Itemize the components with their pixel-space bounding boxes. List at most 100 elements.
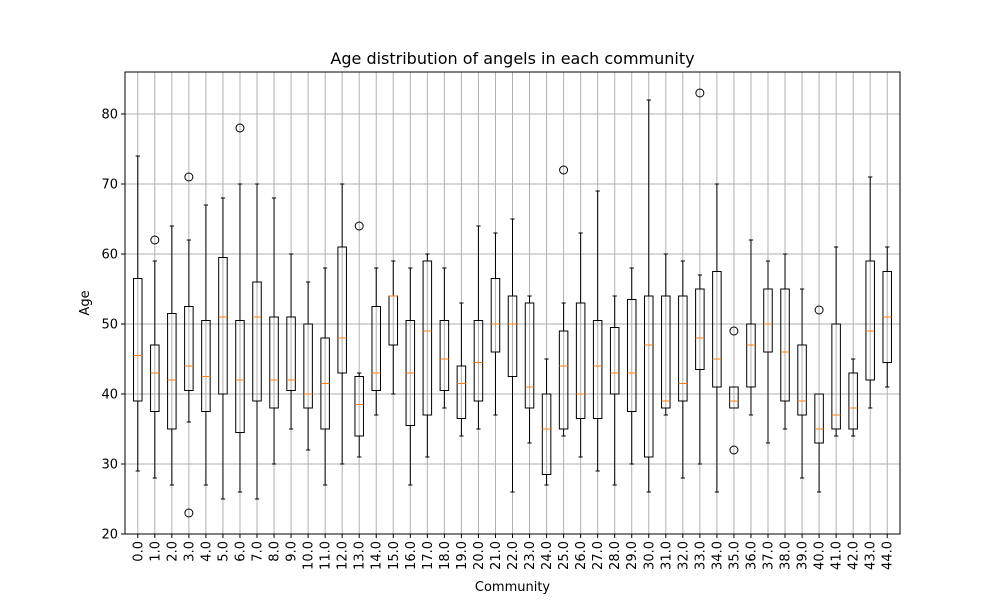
x-tick-label: 12.0 [336,541,351,570]
outlier-point [814,305,824,315]
box-iqr [354,376,364,437]
box-iqr [184,306,194,391]
box-group [133,155,143,472]
y-tick-label: 70 [101,178,118,193]
box-iqr [218,257,228,395]
box-group [763,260,773,444]
y-tick-label: 20 [101,528,118,543]
box-group [609,295,620,486]
x-tick-label: 40.0 [813,541,828,570]
box-group [524,295,535,444]
x-tick-label: 10.0 [302,541,317,570]
box-iqr [592,320,603,419]
x-tick-label: 25.0 [557,541,572,570]
box-iqr [609,327,620,395]
x-tick-label: 39.0 [796,541,811,570]
outlier-point [354,221,364,231]
box-iqr [797,344,807,416]
box-group [746,239,756,416]
x-tick-label: 4.0 [199,541,214,562]
box-iqr [729,386,739,409]
box-group [780,253,790,430]
box-iqr [167,313,177,430]
chart-title: Age distribution of angels in each commu… [330,49,694,68]
box-group [354,221,364,458]
box-iqr [524,302,535,409]
box-iqr [507,295,518,377]
x-tick-label: 11.0 [319,541,334,570]
box-iqr [286,316,296,391]
x-tick-label: 38.0 [779,541,794,570]
box-iqr [644,295,654,458]
x-tick-label: 36.0 [744,541,759,570]
box-iqr [678,295,688,402]
box-group [575,232,586,458]
box-group [422,253,433,458]
box-group [286,253,296,430]
box-iqr [252,281,262,402]
box-group [218,197,228,500]
box-iqr [541,393,552,475]
box-group [337,183,347,465]
x-tick-label: 33.0 [693,541,708,570]
box-group [184,172,194,518]
box-group [592,190,603,472]
x-tick-label: 35.0 [727,541,742,570]
outlier-point [184,172,194,182]
outlier-point [695,88,705,98]
box-iqr [865,260,875,381]
box-iqr [695,288,705,370]
box-iqr [831,323,841,430]
box-iqr [439,320,450,391]
x-tick-label: 13.0 [353,541,368,570]
boxes [133,88,892,518]
box-group [405,267,416,486]
x-tick-label: 3.0 [182,541,197,562]
box-iqr [473,320,484,402]
x-tick-label: 26.0 [574,541,589,570]
outlier-point [559,165,569,175]
y-tick-label: 80 [101,108,118,123]
x-tick-label: 2.0 [165,541,180,562]
box-iqr [780,288,790,402]
box-iqr [814,393,824,444]
box-group [439,267,450,409]
box-group [490,232,501,416]
box-group [848,358,858,437]
x-tick-label: 37.0 [761,541,776,570]
x-tick-label: 41.0 [830,541,845,570]
box-group [729,326,739,455]
box-group [150,235,160,479]
box-group [626,267,637,465]
box-group [371,267,381,416]
box-group [388,260,399,395]
box-iqr [269,316,279,409]
x-tick-label: 5.0 [216,541,231,562]
outlier-point [729,445,739,455]
box-group [235,123,245,493]
x-tick-label: 32.0 [676,541,691,570]
axes: 20 30 40 50 60 70 80 0.0 1.0 2.0 3.0 4.0 5.0 6.0 7.0 8.… [101,108,895,570]
box-iqr [337,246,347,374]
x-tick-label: 16.0 [404,541,419,570]
box-iqr [133,278,143,402]
box-group [882,246,892,388]
box-iqr [712,271,722,388]
x-tick-label: 9.0 [285,541,300,562]
box-iqr [746,323,756,388]
x-tick-label: 27.0 [591,541,606,570]
x-tick-label: 22.0 [506,541,521,570]
outlier-point [184,508,194,518]
box-group [678,260,688,479]
x-tick-label: 21.0 [489,541,504,570]
box-group [661,253,671,416]
y-axis-label: Age [78,290,93,315]
x-tick-label: 34.0 [710,541,725,570]
x-tick-label: 1.0 [148,541,163,562]
box-group [712,183,722,493]
box-group [303,281,313,451]
box-iqr [626,299,637,412]
x-tick-label: 17.0 [421,541,436,570]
box-group [541,358,552,486]
x-tick-label: 43.0 [864,541,879,570]
